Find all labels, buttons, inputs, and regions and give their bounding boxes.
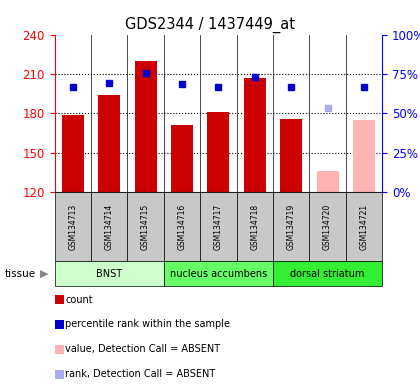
Text: count: count [65,295,93,305]
Text: value, Detection Call = ABSENT: value, Detection Call = ABSENT [65,344,220,354]
Bar [55,261,164,286]
Text: GDS2344 / 1437449_at: GDS2344 / 1437449_at [125,17,295,33]
Bar [353,120,375,192]
Text: GSM134713: GSM134713 [68,204,77,250]
Text: dorsal striatum: dorsal striatum [290,268,365,279]
Text: tissue: tissue [4,268,35,279]
Bar [236,192,273,261]
Text: nucleus accumbens: nucleus accumbens [170,268,267,279]
Text: ▶: ▶ [40,268,48,279]
Bar [244,78,266,192]
Bar [273,192,310,261]
Text: percentile rank within the sample: percentile rank within the sample [65,319,230,329]
Bar [55,192,91,261]
Text: GSM134721: GSM134721 [360,204,368,250]
Bar [273,261,382,286]
Bar [98,95,120,192]
Bar [280,119,302,192]
Text: GSM134715: GSM134715 [141,204,150,250]
Bar [346,192,382,261]
Text: GSM134720: GSM134720 [323,204,332,250]
Bar [135,61,157,192]
Bar [91,192,127,261]
Bar [207,112,229,192]
Text: GSM134717: GSM134717 [214,204,223,250]
Bar [62,114,84,192]
Bar [317,171,339,192]
Text: rank, Detection Call = ABSENT: rank, Detection Call = ABSENT [65,369,215,379]
Text: GSM134718: GSM134718 [250,204,259,250]
Text: GSM134714: GSM134714 [105,204,114,250]
Bar [127,192,164,261]
Text: BNST: BNST [96,268,122,279]
Text: GSM134716: GSM134716 [178,204,186,250]
Bar [164,261,273,286]
Bar [164,192,200,261]
Bar [310,192,346,261]
Text: GSM134719: GSM134719 [287,204,296,250]
Bar [171,125,193,192]
Bar [200,192,236,261]
